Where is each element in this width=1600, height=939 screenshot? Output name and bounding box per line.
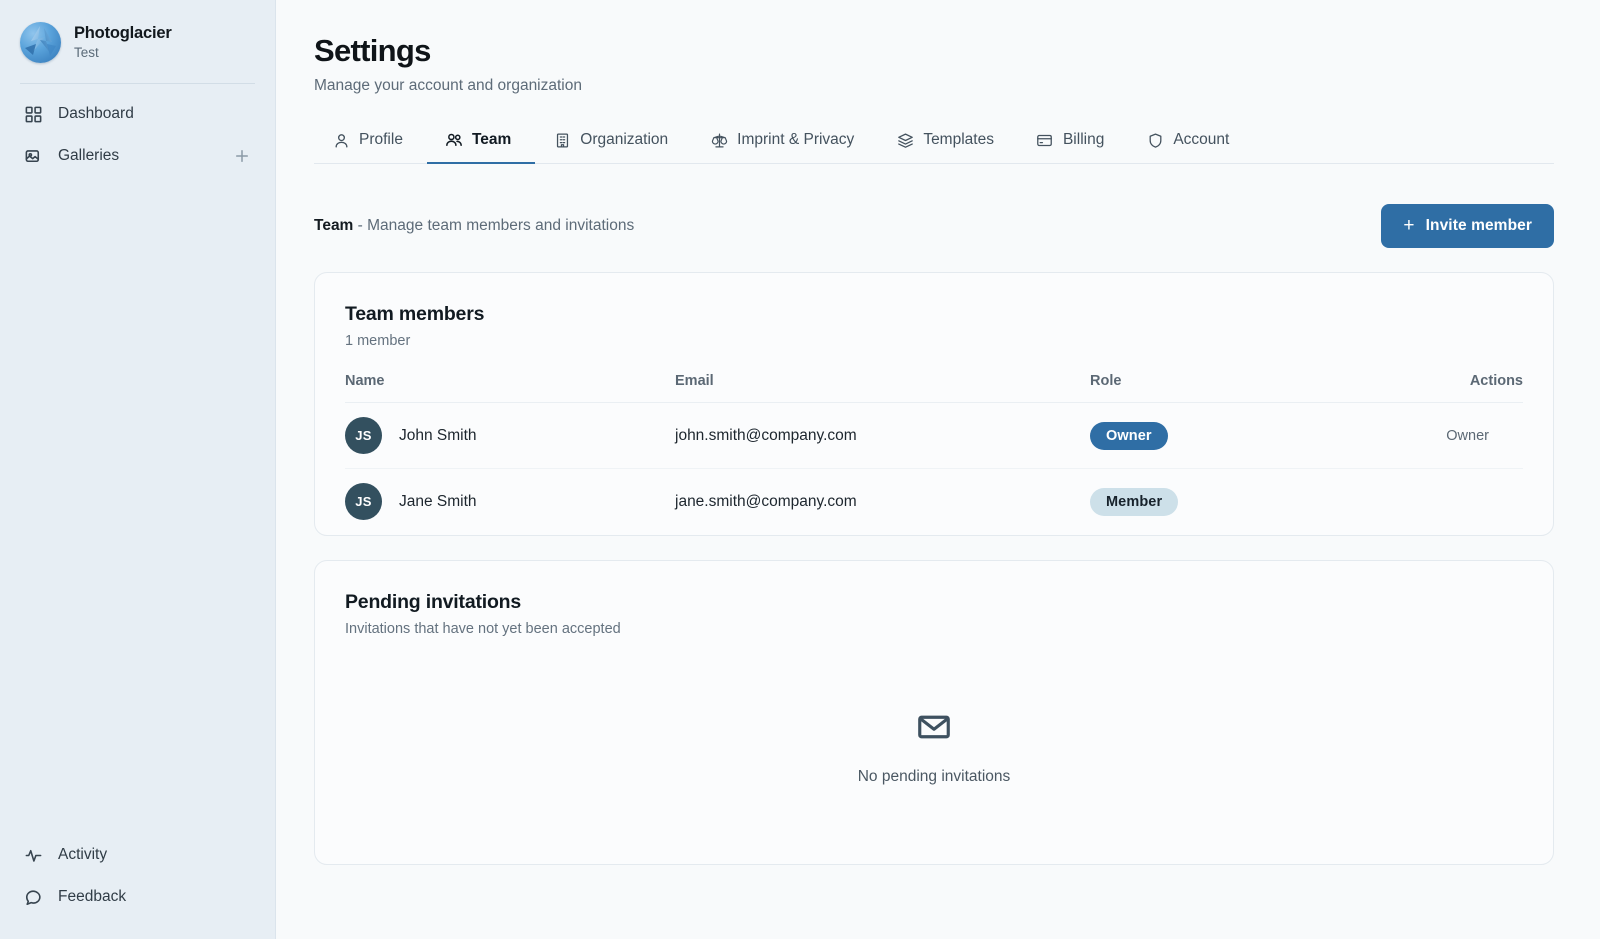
team-members-card: Team members 1 member Name Email Role Ac… — [314, 272, 1554, 536]
sidebar-item-dashboard[interactable]: Dashboard — [12, 94, 263, 134]
invite-member-button[interactable]: + Invite member — [1381, 204, 1554, 249]
layers-icon — [896, 131, 914, 149]
status-badge: Member — [1090, 487, 1179, 516]
member-name: Jane Smith — [399, 492, 477, 510]
tab-label: Organization — [580, 131, 669, 149]
member-name: John Smith — [399, 426, 477, 444]
sidebar-item-galleries[interactable]: Galleries — [12, 136, 263, 176]
member-role-cell: Member — [1090, 469, 1395, 535]
section-subtitle: - Manage team members and invitations — [357, 217, 635, 235]
sidebar: Photoglacier Test Dashboard — [0, 0, 276, 939]
table-body: JS John Smith john.smith@company.com Own… — [345, 402, 1523, 535]
member-name-cell: JS Jane Smith — [345, 469, 675, 535]
pending-invitations-subtitle: Invitations that have not yet been accep… — [345, 620, 621, 637]
section-description: Team - Manage team members and invitatio… — [314, 217, 634, 235]
member-email: jane.smith@company.com — [675, 492, 857, 510]
sidebar-bottom-nav: Activity Feedback — [0, 835, 275, 939]
brand[interactable]: Photoglacier Test — [0, 0, 275, 81]
member-action-label: Owner — [1446, 427, 1489, 444]
section-title: Team — [314, 217, 354, 235]
tab-label: Templates — [923, 131, 994, 149]
member-actions-cell: Owner — [1395, 402, 1523, 470]
sidebar-nav: Dashboard Galleries — [0, 94, 275, 176]
envelope-icon — [916, 709, 952, 750]
activity-pulse-icon — [22, 844, 44, 866]
building-icon — [553, 131, 571, 149]
member-email: john.smith@company.com — [675, 402, 1090, 470]
tab-templates[interactable]: Templates — [878, 121, 1018, 164]
member-identity: JS John Smith — [345, 417, 675, 455]
sidebar-item-activity[interactable]: Activity — [12, 835, 263, 875]
tab-account[interactable]: Account — [1128, 121, 1253, 164]
tab-label: Account — [1173, 131, 1230, 149]
pending-invitations-card: Pending invitations Invitations that hav… — [314, 559, 1554, 865]
page-subtitle: Manage your account and organization — [314, 77, 582, 95]
tab-imprint-privacy[interactable]: Imprint & Privacy — [692, 121, 878, 164]
sidebar-item-label: Activity — [58, 846, 108, 863]
empty-state: No pending invitations — [345, 637, 1523, 830]
column-header-actions: Actions — [1395, 373, 1523, 404]
tab-profile[interactable]: Profile — [314, 121, 427, 164]
member-action-label — [1489, 494, 1523, 510]
column-header-name: Name — [345, 373, 675, 404]
status-badge: Owner — [1090, 421, 1168, 450]
avatar: JS — [345, 483, 382, 521]
page-title: Settings — [314, 33, 431, 68]
scales-icon — [710, 131, 728, 149]
empty-state-text: No pending invitations — [857, 767, 1011, 785]
sidebar-divider — [20, 83, 255, 84]
users-icon — [445, 131, 463, 149]
sidebar-item-label: Feedback — [58, 888, 127, 905]
tab-label: Imprint & Privacy — [737, 131, 855, 149]
image-icon — [22, 145, 44, 167]
tab-billing[interactable]: Billing — [1018, 121, 1128, 164]
member-role-cell: Owner — [1090, 402, 1395, 470]
brand-subtitle: Test — [74, 44, 99, 60]
team-members-title: Team members — [345, 303, 485, 326]
settings-tabs: Profile Team Organizat — [314, 121, 1554, 165]
team-members-count: 1 member — [345, 333, 411, 350]
section-header: Team - Manage team members and invitatio… — [314, 204, 1554, 249]
plus-icon[interactable] — [231, 145, 253, 167]
sidebar-item-label: Dashboard — [58, 105, 134, 122]
member-actions-cell — [1395, 469, 1523, 535]
invite-member-label: Invite member — [1425, 217, 1532, 235]
sidebar-item-label: Galleries — [58, 147, 120, 164]
table-header-row: Name Email Role Actions — [345, 373, 1523, 404]
glacier-logo-icon — [20, 22, 61, 63]
column-header-role: Role — [1090, 373, 1395, 404]
team-members-table: Name Email Role Actions JS John Smith — [345, 373, 1523, 535]
chat-bubble-icon — [22, 886, 44, 908]
plus-icon: + — [1403, 215, 1415, 237]
tab-team[interactable]: Team — [426, 121, 536, 165]
sidebar-item-feedback[interactable]: Feedback — [12, 877, 263, 917]
member-name-cell: JS John Smith — [345, 402, 675, 470]
user-icon — [332, 131, 350, 149]
table-row[interactable]: JS John Smith john.smith@company.com Own… — [345, 402, 1523, 470]
member-identity: JS Jane Smith — [345, 483, 675, 521]
grid-icon — [22, 103, 44, 125]
credit-card-icon — [1036, 131, 1054, 149]
tab-organization[interactable]: Organization — [535, 121, 692, 164]
tab-label: Team — [471, 131, 512, 149]
avatar: JS — [345, 417, 382, 455]
table-row[interactable]: JS Jane Smith jane.smith@company.com Mem… — [345, 469, 1523, 535]
pending-invitations-title: Pending invitations — [345, 590, 522, 613]
table-header: Name Email Role Actions — [345, 373, 1523, 404]
brand-text: Photoglacier Test — [74, 24, 172, 61]
tab-label: Billing — [1062, 131, 1105, 149]
shield-icon — [1146, 131, 1164, 149]
main-content: Settings Manage your account and organiz… — [276, 0, 1600, 939]
column-header-email: Email — [675, 373, 1090, 404]
brand-name: Photoglacier — [74, 24, 172, 42]
tab-label: Profile — [359, 131, 403, 149]
